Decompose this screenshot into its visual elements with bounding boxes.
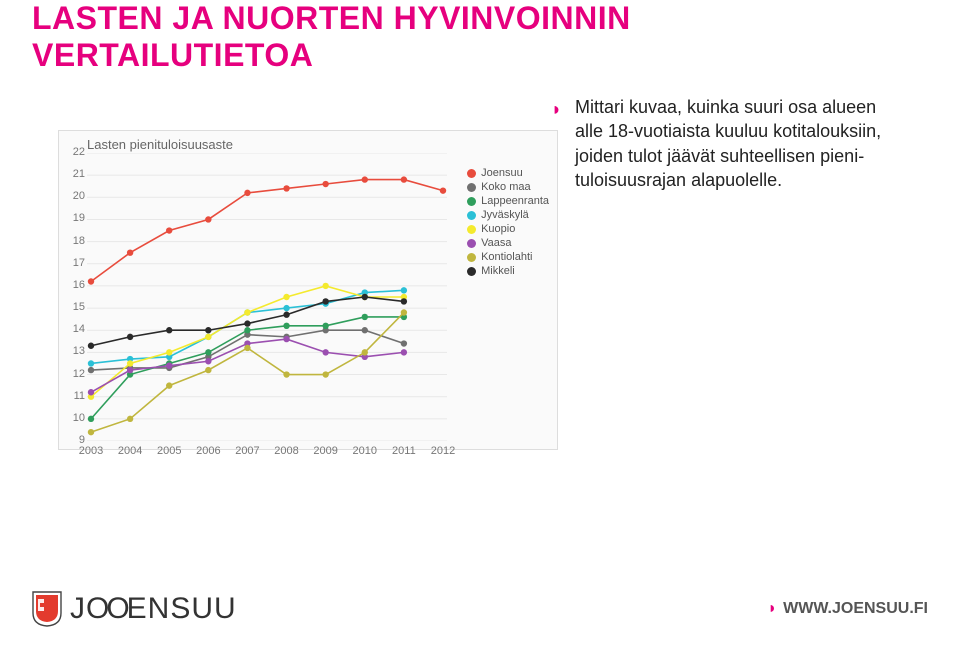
legend-label: Kontiolahti <box>481 251 532 263</box>
legend-item: Kuopio <box>467 223 549 235</box>
y-tick: 21 <box>65 168 85 180</box>
x-tick: 2008 <box>274 445 298 457</box>
y-tick: 20 <box>65 190 85 202</box>
y-tick: 12 <box>65 368 85 380</box>
legend-label: Lappeenranta <box>481 195 549 207</box>
legend-swatch <box>467 197 476 206</box>
x-tick: 2011 <box>392 445 416 457</box>
y-tick: 18 <box>65 235 85 247</box>
x-tick: 2010 <box>353 445 377 457</box>
site-link[interactable]: ◗ WWW.JOENSUU.FI <box>767 600 928 618</box>
bullet-marker-icon: ◗ <box>551 97 562 121</box>
legend-swatch <box>467 239 476 248</box>
y-tick: 19 <box>65 212 85 224</box>
y-tick: 16 <box>65 279 85 291</box>
legend-swatch <box>467 267 476 276</box>
legend-swatch <box>467 183 476 192</box>
y-tick: 13 <box>65 345 85 357</box>
legend-label: Vaasa <box>481 237 511 249</box>
x-tick: 2004 <box>118 445 142 457</box>
site-marker-icon: ◗ <box>767 600 777 618</box>
legend-item: Mikkeli <box>467 265 549 277</box>
description-text: Mittari kuvaa, kuinka suuri osa alueen a… <box>575 97 881 190</box>
legend-label: Joensuu <box>481 167 523 179</box>
x-tick: 2005 <box>157 445 181 457</box>
y-tick: 11 <box>65 390 85 402</box>
x-tick: 2006 <box>196 445 220 457</box>
heading-line1: LASTEN JA NUORTEN HYVINVOINNIN <box>32 0 631 36</box>
chart-title: Lasten pienituloisuusaste <box>87 137 233 152</box>
legend-label: Jyväskylä <box>481 209 529 221</box>
legend-item: Joensuu <box>467 167 549 179</box>
y-tick: 14 <box>65 323 85 335</box>
legend-swatch <box>467 253 476 262</box>
chart-svg <box>87 153 447 441</box>
y-tick: 22 <box>65 146 85 158</box>
legend-swatch <box>467 225 476 234</box>
legend-item: Jyväskylä <box>467 209 549 221</box>
logo-o-rep: OO <box>86 592 127 625</box>
x-tick: 2012 <box>431 445 455 457</box>
x-tick: 2003 <box>79 445 103 457</box>
logo-text: JOOENSUU <box>70 592 237 626</box>
chart-container: Lasten pienituloisuusaste 91011121314151… <box>58 130 558 450</box>
y-tick: 15 <box>65 301 85 313</box>
legend-label: Mikkeli <box>481 265 515 277</box>
legend-item: Koko maa <box>467 181 549 193</box>
y-tick: 17 <box>65 257 85 269</box>
legend-label: Kuopio <box>481 223 515 235</box>
legend-swatch <box>467 211 476 220</box>
description-bullet: ◗ Mittari kuvaa, kuinka suuri osa alueen… <box>575 95 905 192</box>
chart-plot: 9101112131415161718192021222003200420052… <box>87 153 447 441</box>
logo: JOOENSUU <box>32 591 237 627</box>
x-tick: 2007 <box>235 445 259 457</box>
legend-item: Lappeenranta <box>467 195 549 207</box>
legend-item: Vaasa <box>467 237 549 249</box>
legend-item: Kontiolahti <box>467 251 549 263</box>
heading-line2: VERTAILUTIETOA <box>32 37 313 73</box>
x-tick: 2009 <box>313 445 337 457</box>
chart-legend: Joensuu Koko maa Lappeenranta Jyväskylä Kuop… <box>467 167 549 279</box>
y-tick: 10 <box>65 412 85 424</box>
legend-label: Koko maa <box>481 181 531 193</box>
site-label: WWW.JOENSUU.FI <box>783 600 928 618</box>
shield-icon <box>32 591 62 627</box>
legend-swatch <box>467 169 476 178</box>
footer: JOOENSUU ◗ WWW.JOENSUU.FI <box>32 591 928 627</box>
page-title: LASTEN JA NUORTEN HYVINVOINNIN VERTAILUT… <box>32 0 631 74</box>
